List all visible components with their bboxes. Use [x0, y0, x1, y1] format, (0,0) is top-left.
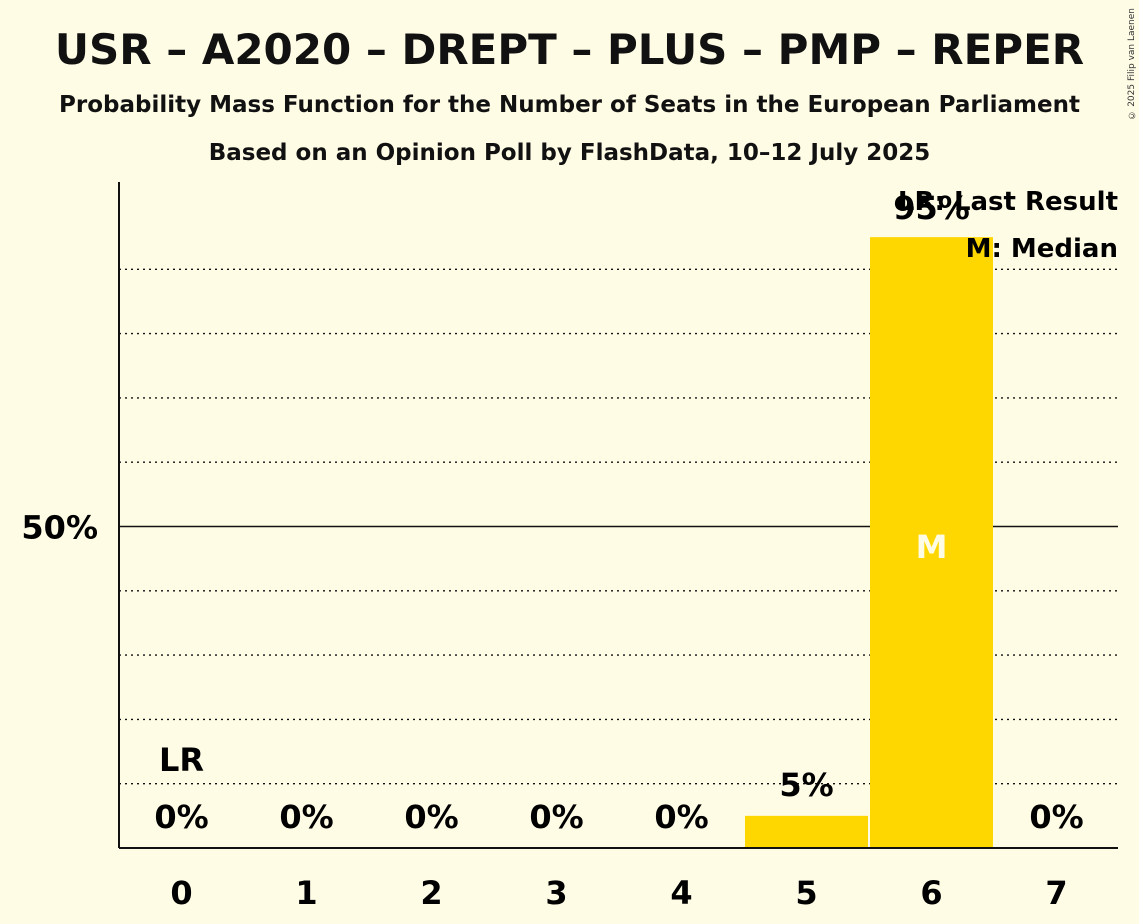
x-tick-label: 3: [545, 874, 567, 912]
chart-source: Based on an Opinion Poll by FlashData, 1…: [208, 140, 931, 166]
x-tick-label: 7: [1045, 874, 1067, 912]
data-label: 0%: [654, 798, 708, 836]
x-tick-label: 2: [420, 874, 442, 912]
chart-subtitle: Probability Mass Function for the Number…: [59, 92, 1080, 118]
x-tick-label: 6: [920, 874, 942, 912]
x-tick-label: 0: [170, 874, 192, 912]
bar: [745, 815, 868, 848]
x-tick-label: 1: [295, 874, 317, 912]
data-label: 0%: [1029, 798, 1083, 836]
legend-last-result: LR: Last Result: [898, 187, 1118, 217]
chart-title: USR – A2020 – DREPT – PLUS – PMP – REPER: [54, 25, 1085, 74]
legend-median: M: Median: [966, 234, 1118, 264]
data-label: 0%: [279, 798, 333, 836]
last-result-marker: LR: [159, 741, 204, 779]
bar: [870, 237, 993, 848]
y-tick-label: 50%: [21, 509, 98, 547]
data-label: 0%: [529, 798, 583, 836]
median-marker: M: [916, 528, 948, 566]
x-tick-label: 5: [795, 874, 817, 912]
x-tick-label: 4: [670, 874, 692, 912]
data-label: 0%: [404, 798, 458, 836]
data-label: 0%: [154, 798, 208, 836]
data-label: 95%: [893, 189, 970, 227]
data-label: 5%: [779, 766, 833, 804]
